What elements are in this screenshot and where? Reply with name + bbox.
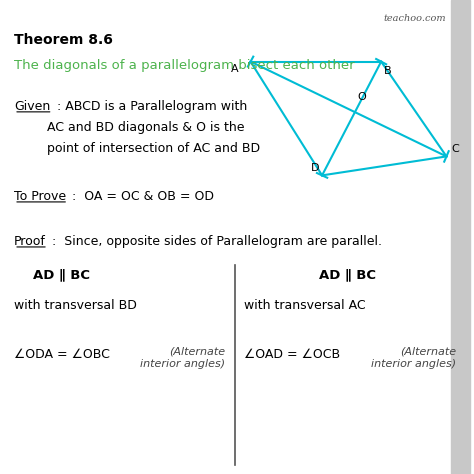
Text: teachoo.com: teachoo.com [384,14,447,23]
Text: A: A [231,64,239,74]
Text: (Alternate
interior angles): (Alternate interior angles) [140,346,226,369]
Text: ∠OAD = ∠OCB: ∠OAD = ∠OCB [244,348,340,361]
Text: :  OA = OC & OB = OD: : OA = OC & OB = OD [68,190,214,202]
Text: B: B [383,66,391,76]
Text: Theorem 8.6: Theorem 8.6 [14,33,113,47]
Text: AC and BD diagonals & O is the: AC and BD diagonals & O is the [47,121,245,134]
Text: To Prove: To Prove [14,190,66,202]
Text: The diagonals of a parallelogram bisect each other: The diagonals of a parallelogram bisect … [14,59,355,72]
Text: O: O [357,92,366,102]
Text: D: D [311,163,320,173]
Text: C: C [451,144,459,154]
Text: :  Since, opposite sides of Parallelogram are parallel.: : Since, opposite sides of Parallelogram… [48,235,382,247]
Text: with transversal AC: with transversal AC [244,299,366,311]
Text: with transversal BD: with transversal BD [14,299,137,311]
Text: : ABCD is a Parallelogram with: : ABCD is a Parallelogram with [53,100,247,112]
Text: Given: Given [14,100,50,112]
Text: AD ∥ BC: AD ∥ BC [319,268,376,281]
Text: Proof: Proof [14,235,46,247]
Text: AD ∥ BC: AD ∥ BC [33,268,90,281]
Text: point of intersection of AC and BD: point of intersection of AC and BD [47,142,260,155]
Text: ∠ODA = ∠OBC: ∠ODA = ∠OBC [14,348,110,361]
Bar [451,0,470,474]
Text: (Alternate
interior angles): (Alternate interior angles) [371,346,456,369]
